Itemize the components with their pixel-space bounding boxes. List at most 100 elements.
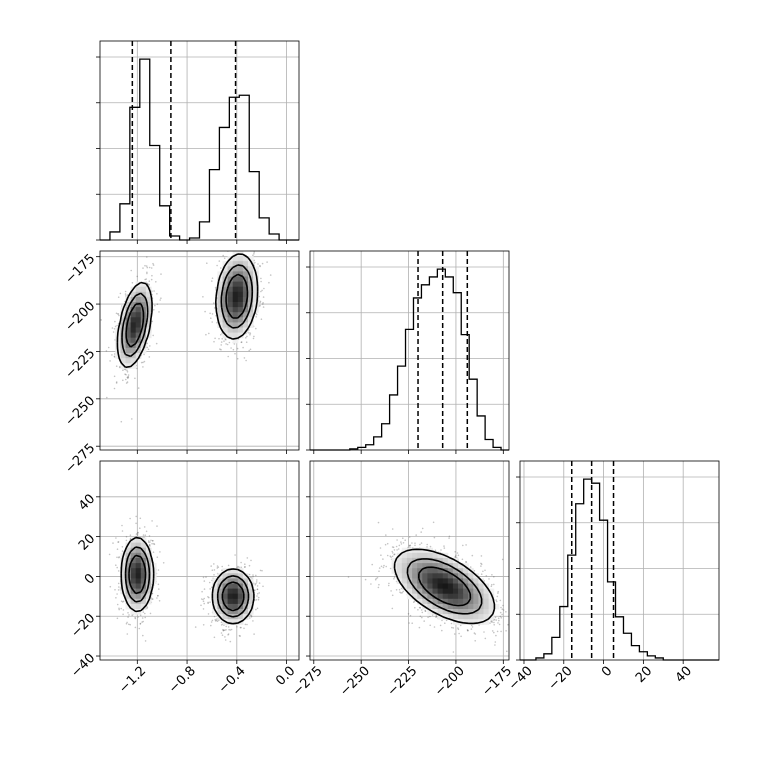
sample-point xyxy=(263,287,265,290)
density-cell xyxy=(140,598,147,605)
sample-point xyxy=(213,574,215,576)
sample-point xyxy=(269,274,272,276)
sample-point xyxy=(127,616,129,618)
density-cell xyxy=(135,302,142,308)
sample-point xyxy=(120,607,122,610)
density-cell xyxy=(232,337,239,344)
sample-point xyxy=(152,334,154,337)
density-cell xyxy=(227,327,234,334)
sample-point xyxy=(150,278,153,281)
density-cell xyxy=(222,609,229,615)
sample-point xyxy=(117,570,120,572)
sample-point xyxy=(204,310,206,313)
density-cell xyxy=(120,332,126,339)
density-cell xyxy=(140,603,147,610)
sample-point xyxy=(222,629,225,632)
density-cell xyxy=(232,588,239,595)
sample-point xyxy=(121,524,123,527)
sample-point xyxy=(256,585,259,587)
sample-point xyxy=(146,342,148,345)
sample-point xyxy=(252,574,254,576)
density-cell xyxy=(125,342,132,349)
sample-point xyxy=(152,262,154,265)
sample-point xyxy=(148,280,151,283)
joint-panel-p1-p2: −275 −250 −225 −200 −175 xyxy=(290,460,515,699)
sample-point xyxy=(215,619,218,622)
sample-point xyxy=(213,302,215,304)
histogram-p0 xyxy=(100,58,299,241)
sample-point xyxy=(513,659,515,661)
sample-point xyxy=(147,348,150,351)
sample-point xyxy=(141,621,143,623)
sample-point xyxy=(256,595,258,597)
density-cell xyxy=(120,312,126,318)
density-cell xyxy=(217,593,223,600)
sample-point xyxy=(245,341,248,344)
density-cell xyxy=(125,337,132,344)
sample-point xyxy=(402,542,405,544)
sample-point xyxy=(470,628,473,630)
sample-point xyxy=(200,598,203,600)
sample-point xyxy=(240,341,243,343)
sample-point xyxy=(497,617,500,619)
sample-point xyxy=(113,353,116,355)
sample-point xyxy=(148,543,151,546)
sample-point xyxy=(220,267,222,269)
sample-point xyxy=(480,563,483,565)
sample-point xyxy=(151,274,153,277)
sample-point xyxy=(440,549,442,551)
sample-point xyxy=(421,611,424,614)
sample-point xyxy=(117,582,120,585)
density-cell xyxy=(237,598,244,605)
sample-point xyxy=(213,563,215,565)
sample-point xyxy=(424,609,427,612)
sample-point xyxy=(117,313,119,315)
sample-point xyxy=(429,615,431,618)
density-cell xyxy=(237,578,244,584)
sample-point xyxy=(143,360,146,363)
sample-point xyxy=(207,602,209,604)
sample-point xyxy=(202,576,205,579)
density-cell xyxy=(242,609,249,615)
sample-point xyxy=(149,345,151,347)
density-cell xyxy=(145,593,152,600)
density-cell xyxy=(232,276,239,283)
sample-point xyxy=(135,533,138,535)
axes-frame xyxy=(99,40,300,241)
density-cell xyxy=(232,307,239,313)
density-cell xyxy=(135,307,142,313)
density-cell xyxy=(222,327,229,334)
sample-point xyxy=(115,365,118,368)
sample-point xyxy=(243,627,245,630)
sample-point xyxy=(153,542,155,545)
sample-point xyxy=(378,583,380,586)
sample-point xyxy=(249,348,252,351)
sample-point xyxy=(409,545,411,547)
density-cell xyxy=(120,583,126,590)
density-cell xyxy=(125,603,132,610)
sample-point xyxy=(419,607,422,609)
sample-point xyxy=(125,622,128,625)
sample-point xyxy=(243,248,245,250)
sample-point xyxy=(214,286,217,289)
sample-point xyxy=(393,576,396,578)
sample-point xyxy=(448,535,451,538)
sample-point xyxy=(156,556,159,558)
sample-point xyxy=(122,369,124,372)
density-cell xyxy=(130,317,137,323)
sample-point xyxy=(145,278,147,280)
density-cell xyxy=(242,593,249,600)
density-cell xyxy=(130,291,137,298)
density-cell xyxy=(140,588,147,595)
sample-point xyxy=(253,253,255,255)
density-cell xyxy=(248,256,254,262)
density-cell xyxy=(222,588,229,595)
sample-point xyxy=(211,277,214,280)
sample-point xyxy=(153,309,155,311)
sample-point xyxy=(108,553,111,556)
sample-point xyxy=(115,382,118,384)
sample-point xyxy=(142,267,144,269)
sample-point xyxy=(398,544,401,547)
sample-point xyxy=(241,245,243,247)
sample-point xyxy=(419,615,422,618)
